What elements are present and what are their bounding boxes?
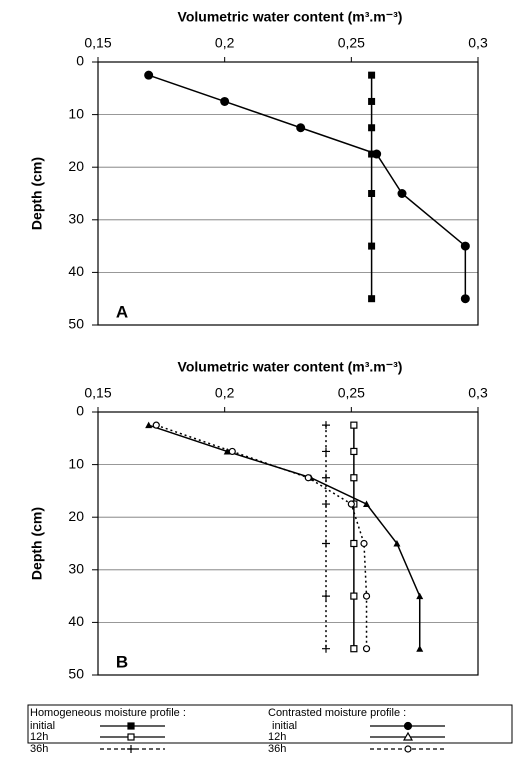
marker [368,190,376,197]
y-tick-label: 40 [68,263,84,279]
series-line [148,424,421,649]
y-tick-label: 40 [68,613,84,629]
marker [145,421,153,429]
legend-item: 12h [268,731,286,743]
y-tick-label: 50 [68,316,84,332]
marker [368,97,376,105]
marker [350,421,358,429]
marker [322,447,330,456]
marker [368,150,376,158]
marker [368,71,376,79]
marker [304,474,312,482]
marker [296,123,306,133]
plot-frame [97,411,479,676]
marker [350,447,358,456]
marker [416,645,424,652]
y-tick-label: 20 [68,508,84,524]
marker [368,242,376,250]
legend-item: 36h [30,743,48,755]
x-tick-label: 0,2 [215,35,235,51]
marker [322,539,330,548]
series-line [148,74,467,299]
legend: Homogeneous moisture profile : initial 1… [27,704,513,755]
marker [368,124,376,132]
marker [360,539,368,548]
x-tick-label: 0,2 [215,385,235,401]
legend-title: Homogeneous moisture profile : [30,707,186,719]
marker [362,592,371,600]
y-axis-label: Depth (cm) [29,507,45,580]
marker [362,645,371,653]
y-tick-label: 20 [68,158,84,174]
y-tick-label: 30 [68,211,84,227]
marker [228,447,236,456]
marker [220,96,230,106]
legend-item: initial [272,720,297,732]
marker [322,644,330,653]
legend-symbols [100,721,445,753]
y-tick-label: 10 [68,105,84,121]
chart-title: Volumetric water content (m³.m⁻³) [178,9,403,25]
panel-label: B [116,652,128,671]
x-tick-label: 0,3 [468,385,488,401]
marker [397,189,407,198]
marker [350,645,358,653]
x-tick-label: 0,15 [84,385,111,401]
marker [322,500,330,509]
marker [350,539,358,548]
legend-box [27,704,513,744]
legend-title: Contrasted moisture profile : [268,707,406,719]
y-axis-label: Depth (cm) [29,157,45,230]
legend-item: initial [30,720,55,732]
x-tick-label: 0,25 [338,385,365,401]
marker [322,421,330,430]
x-tick-label: 0,15 [84,35,111,51]
legend-item: 36h [268,743,286,755]
marker [416,592,424,600]
marker [372,149,382,159]
plot-frame [97,61,479,326]
x-tick-label: 0,25 [338,35,365,51]
marker [368,295,376,303]
panel-label: A [116,302,128,321]
marker [460,294,470,304]
marker [350,474,358,482]
marker [322,473,330,482]
chart-title: Volumetric water content (m³.m⁻³) [178,359,403,375]
y-tick-label: 50 [68,666,84,682]
marker [460,241,470,251]
y-tick-label: 0 [76,53,84,69]
marker [144,70,154,80]
x-tick-label: 0,3 [468,35,488,51]
marker [393,540,401,547]
marker [347,500,355,508]
legend-item: 12h [30,731,48,743]
marker [152,421,160,429]
y-tick-label: 30 [68,561,84,577]
series-line [156,424,368,649]
marker [350,592,358,600]
marker [363,500,371,508]
marker [322,592,330,601]
y-tick-label: 0 [76,403,84,419]
y-tick-label: 10 [68,455,84,471]
